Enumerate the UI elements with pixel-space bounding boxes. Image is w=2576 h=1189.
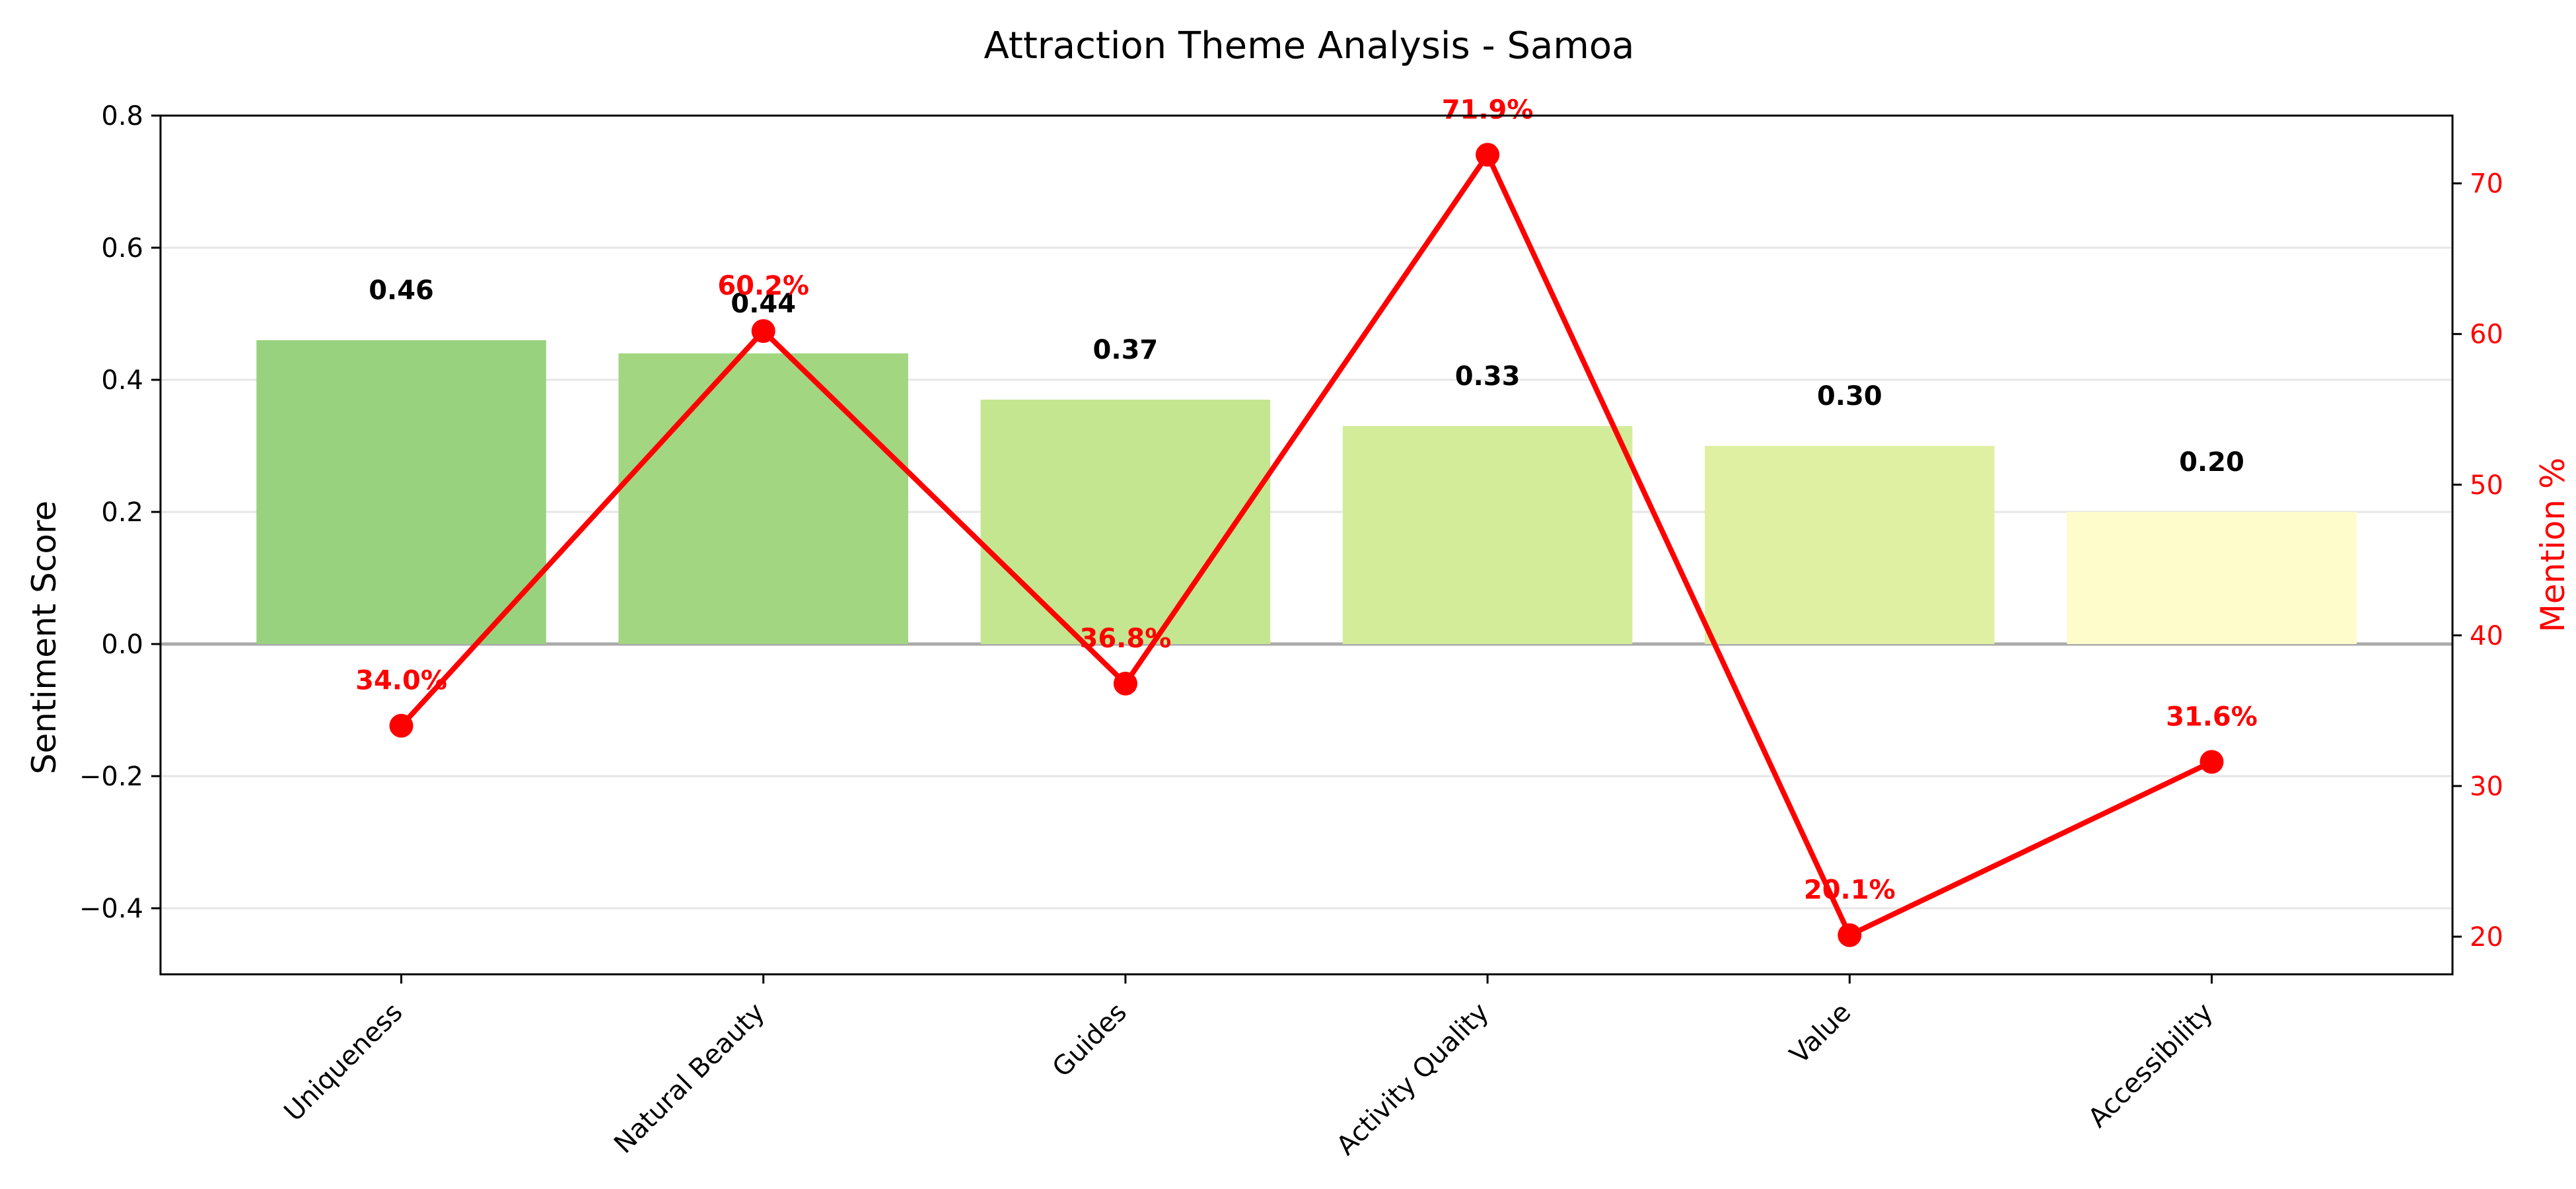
y-tick-label: 0.2 — [101, 497, 143, 528]
y2-tick-label: 60 — [2470, 320, 2503, 350]
point-value-label: 60.2% — [717, 271, 809, 301]
y-tick-label: −0.2 — [79, 762, 143, 792]
bar — [256, 340, 546, 644]
y2-axis-title: Mention % — [2534, 458, 2572, 633]
y2-tick-label: 30 — [2470, 772, 2503, 802]
x-tick-label: Uniqueness — [279, 997, 409, 1128]
chart-title: Attraction Theme Analysis - Samoa — [984, 24, 1635, 67]
line-point — [751, 319, 775, 343]
x-tick-label: Accessibility — [2083, 997, 2219, 1134]
bar — [2067, 512, 2357, 644]
bar-value-label: 0.33 — [1455, 361, 1521, 392]
y2-tick-label: 40 — [2470, 621, 2503, 651]
bar-layer — [256, 340, 2357, 644]
line-point — [1476, 143, 1500, 167]
bar-value-label: 0.30 — [1817, 381, 1882, 412]
bar — [618, 353, 908, 644]
bar — [1705, 446, 1995, 644]
line-point — [1838, 923, 1862, 947]
point-value-label: 31.6% — [2166, 702, 2258, 732]
point-value-label: 20.1% — [1804, 875, 1896, 906]
x-tick-label: Value — [1784, 997, 1857, 1070]
x-tick-label: Natural Beauty — [608, 997, 771, 1160]
y-tick-label: 0.6 — [101, 233, 143, 264]
y-tick-label: −0.4 — [79, 894, 143, 924]
line-point — [389, 713, 413, 738]
plot-frame — [159, 114, 2454, 976]
bar-value-label: 0.37 — [1093, 335, 1159, 365]
bar-value-label: 0.44 — [731, 289, 796, 319]
bar-value-label: 0.46 — [369, 275, 434, 306]
y-tick-label: 0.8 — [101, 101, 143, 131]
y-tick-label: 0.0 — [101, 630, 143, 660]
line-layer — [389, 143, 2224, 947]
bar-value-label: 0.20 — [2179, 447, 2244, 478]
line-point — [1113, 671, 1137, 696]
line-point — [2200, 750, 2224, 774]
point-value-label: 36.8% — [1080, 624, 1172, 654]
y2-tick-label: 20 — [2470, 922, 2503, 953]
y-tick-label: 0.4 — [101, 365, 143, 396]
point-value-label: 71.9% — [1442, 94, 1534, 125]
label-layer: 0.46 0.44 0.37 0.33 0.30 0.20 34.0% 60.2% 36.8% 7… — [355, 94, 2258, 905]
y2-tick-label: 70 — [2470, 169, 2503, 199]
mention-line — [399, 152, 2213, 938]
bar — [980, 400, 1271, 644]
x-tick-label: Activity Quality — [1331, 997, 1495, 1161]
x-tick-label: Guides — [1047, 997, 1133, 1083]
y-axis-title: Sentiment Score — [25, 501, 63, 774]
bar — [1342, 426, 1633, 644]
y2-tick-label: 50 — [2470, 470, 2503, 501]
point-value-label: 34.0% — [355, 666, 447, 696]
